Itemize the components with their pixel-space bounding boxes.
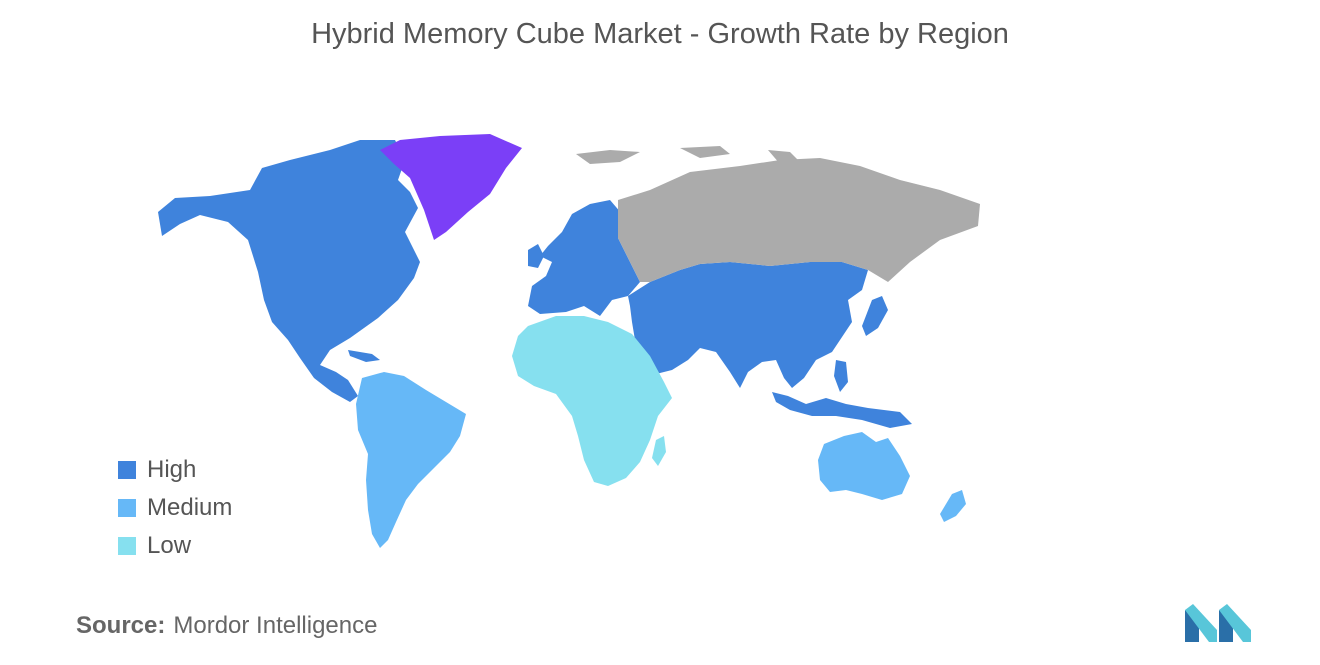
region-north-america <box>158 140 420 402</box>
source-line: Source: Mordor Intelligence <box>76 612 377 640</box>
region-greenland <box>380 134 522 240</box>
legend-label: High <box>147 456 197 483</box>
legend: High Medium Low <box>118 451 232 565</box>
region-africa <box>512 316 672 486</box>
region-australia <box>818 432 910 500</box>
page-title: Hybrid Memory Cube Market - Growth Rate … <box>311 18 1009 50</box>
legend-item-low: Low <box>118 527 232 565</box>
region-philippines <box>834 360 848 392</box>
mordor-logo-icon <box>1185 604 1251 642</box>
region-new-zealand <box>940 490 966 522</box>
legend-item-high: High <box>118 451 232 489</box>
region-arctic-islands <box>576 146 800 164</box>
source-value: Mordor Intelligence <box>173 612 378 639</box>
region-uk <box>528 244 544 268</box>
region-russia <box>618 158 980 282</box>
region-madagascar <box>652 436 666 466</box>
legend-label: Low <box>147 532 192 559</box>
legend-swatch-high <box>118 461 136 479</box>
legend-label: Medium <box>147 494 233 521</box>
region-indonesia <box>772 392 912 428</box>
source-label: Source: <box>76 612 166 639</box>
legend-item-medium: Medium <box>118 489 232 527</box>
region-europe <box>528 200 640 316</box>
region-caribbean <box>348 350 380 362</box>
region-asia <box>628 262 868 388</box>
legend-swatch-low <box>118 537 136 555</box>
region-japan <box>862 296 888 336</box>
region-south-america <box>356 372 466 548</box>
legend-swatch-medium <box>118 499 136 517</box>
